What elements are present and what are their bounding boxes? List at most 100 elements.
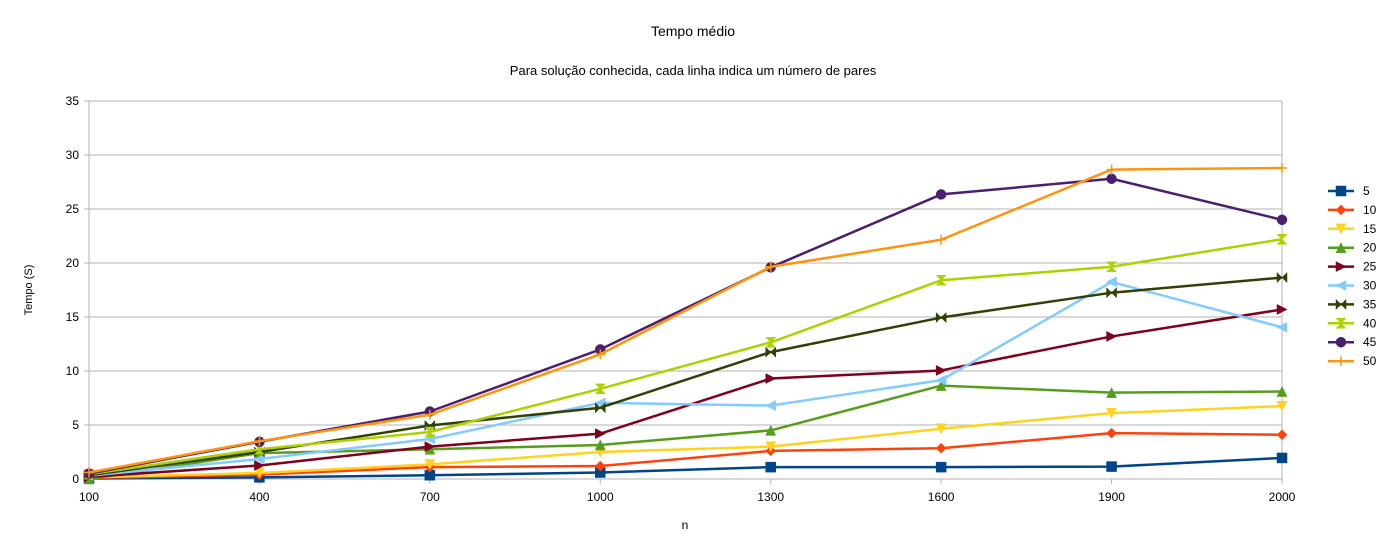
data-point <box>253 444 266 455</box>
x-tick-label: 400 <box>249 490 269 504</box>
data-point <box>1106 387 1117 398</box>
chart-title: Tempo médio <box>651 23 735 39</box>
data-point <box>765 337 777 348</box>
legend-item: 10 <box>1328 203 1377 217</box>
data-point <box>1106 407 1117 419</box>
x-tick-label: 1000 <box>587 490 614 504</box>
data-point <box>1276 452 1288 464</box>
data-point <box>1276 429 1288 441</box>
data-point <box>1105 261 1118 273</box>
x-tick-label: 1300 <box>757 490 784 504</box>
legend-label: 35 <box>1363 297 1377 311</box>
legend-label: 45 <box>1363 335 1377 349</box>
data-point <box>254 436 265 447</box>
data-point <box>1335 185 1347 197</box>
data-point <box>935 365 947 376</box>
legend-label: 15 <box>1363 222 1377 236</box>
data-point <box>1336 356 1346 367</box>
legend-label: 25 <box>1363 260 1377 274</box>
data-point <box>1106 276 1117 288</box>
series-group <box>83 162 1288 485</box>
data-point <box>1276 214 1288 226</box>
legend-label: 5 <box>1363 184 1370 198</box>
data-point <box>595 349 606 360</box>
x-tick-label: 100 <box>79 490 99 504</box>
data-point <box>935 189 947 200</box>
data-point <box>765 261 776 272</box>
data-point <box>935 374 947 386</box>
series-line <box>88 456 1283 480</box>
data-point <box>935 311 947 324</box>
data-point <box>935 423 947 435</box>
data-point <box>1335 336 1347 348</box>
data-point <box>594 439 606 451</box>
legend-item: 45 <box>1328 335 1377 349</box>
data-point <box>595 428 606 440</box>
x-tick-label: 2000 <box>1269 490 1296 504</box>
data-point <box>1276 233 1288 245</box>
series-line <box>88 166 1283 474</box>
series-20 <box>83 380 1288 485</box>
data-point <box>424 459 436 470</box>
data-point <box>935 461 947 473</box>
data-point <box>1276 385 1288 397</box>
legend-item: 25 <box>1328 260 1377 274</box>
data-point <box>1106 331 1118 342</box>
data-point <box>765 373 777 384</box>
series-25 <box>83 304 1288 483</box>
x-axis-label: n <box>682 518 689 532</box>
series-50 <box>84 162 1287 478</box>
legend-label: 30 <box>1363 279 1377 293</box>
data-point <box>935 380 947 391</box>
data-point <box>1106 173 1117 185</box>
data-point <box>1106 427 1117 439</box>
series-line <box>88 404 1283 479</box>
y-tick-label: 25 <box>66 202 80 216</box>
data-point <box>1335 280 1347 291</box>
data-point <box>595 402 606 414</box>
legend-item: 5 <box>1328 184 1370 198</box>
data-point <box>935 275 947 286</box>
y-tick-label: 30 <box>66 148 80 162</box>
y-tick-label: 0 <box>72 472 79 486</box>
data-point <box>1277 162 1287 173</box>
data-point <box>1335 261 1347 273</box>
data-point <box>253 453 265 465</box>
legend-label: 50 <box>1363 354 1377 368</box>
series-line <box>88 308 1283 479</box>
data-point <box>1335 223 1347 235</box>
data-point <box>254 460 265 471</box>
y-tick-label: 35 <box>66 94 80 108</box>
legend-item: 50 <box>1328 354 1377 368</box>
y-tick-label: 10 <box>66 364 80 378</box>
x-tick-label: 1600 <box>928 490 955 504</box>
series-line <box>88 280 1283 478</box>
data-point <box>765 400 776 411</box>
data-point <box>1276 304 1288 315</box>
grid <box>89 100 1282 480</box>
y-tick-label: 20 <box>66 256 80 270</box>
x-tick-label: 1900 <box>1098 490 1125 504</box>
data-point <box>1276 321 1288 333</box>
data-point <box>424 409 435 420</box>
data-point <box>84 467 94 478</box>
data-point <box>594 383 606 395</box>
legend-item: 20 <box>1328 241 1377 255</box>
series-line <box>88 431 1283 480</box>
legend-item: 15 <box>1328 222 1377 236</box>
y-axis-label: Tempo (S) <box>23 265 35 316</box>
data-point <box>1106 287 1117 299</box>
legend-item: 35 <box>1328 297 1377 311</box>
data-point <box>936 234 947 245</box>
legend-item: 40 <box>1328 316 1377 330</box>
y-tick-label: 5 <box>72 418 79 432</box>
data-point <box>1106 164 1117 175</box>
data-point <box>935 442 947 454</box>
series-line <box>88 384 1283 481</box>
data-point <box>1335 298 1347 311</box>
data-point <box>1106 461 1117 472</box>
data-point <box>424 426 436 438</box>
series-line <box>88 238 1283 476</box>
